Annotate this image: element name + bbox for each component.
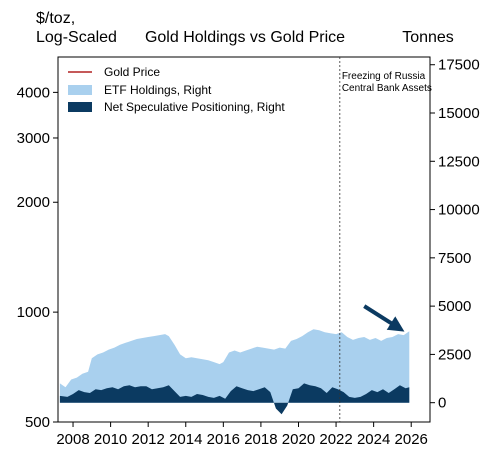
right-tick-label: 12500	[438, 153, 480, 170]
chart-title: Gold Holdings vs Gold Price	[145, 29, 345, 46]
series-area-etf-holdings-right	[59, 329, 410, 403]
right-tick-label: 0	[438, 395, 446, 412]
right-tick-label: 5000	[438, 298, 471, 315]
x-tick-label: 2018	[244, 431, 277, 448]
downtrend-arrow	[363, 304, 405, 332]
right-tick-label: 10000	[438, 202, 480, 219]
left-tick-label: 4000	[17, 84, 50, 101]
x-tick-label: 2016	[207, 431, 240, 448]
left-tick-label: 1000	[17, 304, 50, 321]
x-tick-label: 2010	[94, 431, 127, 448]
series-area-net-speculative-positioning-right	[59, 383, 410, 415]
left-axis-label-line-1: $/toz,	[36, 10, 75, 27]
right-tick-label: 2500	[438, 346, 471, 363]
annotation-layer: Freezing of Russia Central Bank Assets	[339, 57, 432, 422]
left-tick-label: 3000	[17, 130, 50, 147]
x-tick-label: 2014	[169, 431, 202, 448]
event-annotation-line-2: Central Bank Assets	[342, 83, 432, 94]
plot-frame	[57, 56, 431, 423]
x-tick-label: 2012	[131, 431, 164, 448]
x-tick-label: 2022	[319, 431, 352, 448]
left-tick-label: 500	[25, 414, 50, 431]
legend-swatch-etf-holdings	[68, 85, 92, 95]
x-tick-label: 2026	[395, 431, 428, 448]
series-layer	[59, 329, 410, 415]
x-tick-label: 2008	[56, 431, 89, 448]
left-axis-label-line-2: Log-Scaled	[36, 29, 117, 46]
legend-label-etf-holdings: ETF Holdings, Right	[104, 83, 212, 97]
legend: Gold Price ETF Holdings, Right Net Specu…	[68, 65, 285, 114]
axes-layer: 2008 2010 2012 2014 2016 2018 2020 2022 2024 2026…	[17, 57, 480, 448]
x-tick-label: 2020	[282, 431, 315, 448]
right-tick-label: 17500	[438, 57, 480, 74]
right-axis-label: Tonnes	[402, 29, 454, 46]
right-tick-label: 7500	[438, 250, 471, 267]
event-annotation-line-1: Freezing of Russia	[342, 71, 426, 82]
x-tick-label: 2024	[357, 431, 390, 448]
right-tick-label: 15000	[438, 105, 480, 122]
left-tick-label: 2000	[17, 194, 50, 211]
legend-swatch-net-speculative	[68, 102, 92, 112]
legend-label-gold-price: Gold Price	[104, 65, 160, 79]
legend-label-net-speculative: Net Speculative Positioning, Right	[104, 100, 285, 114]
